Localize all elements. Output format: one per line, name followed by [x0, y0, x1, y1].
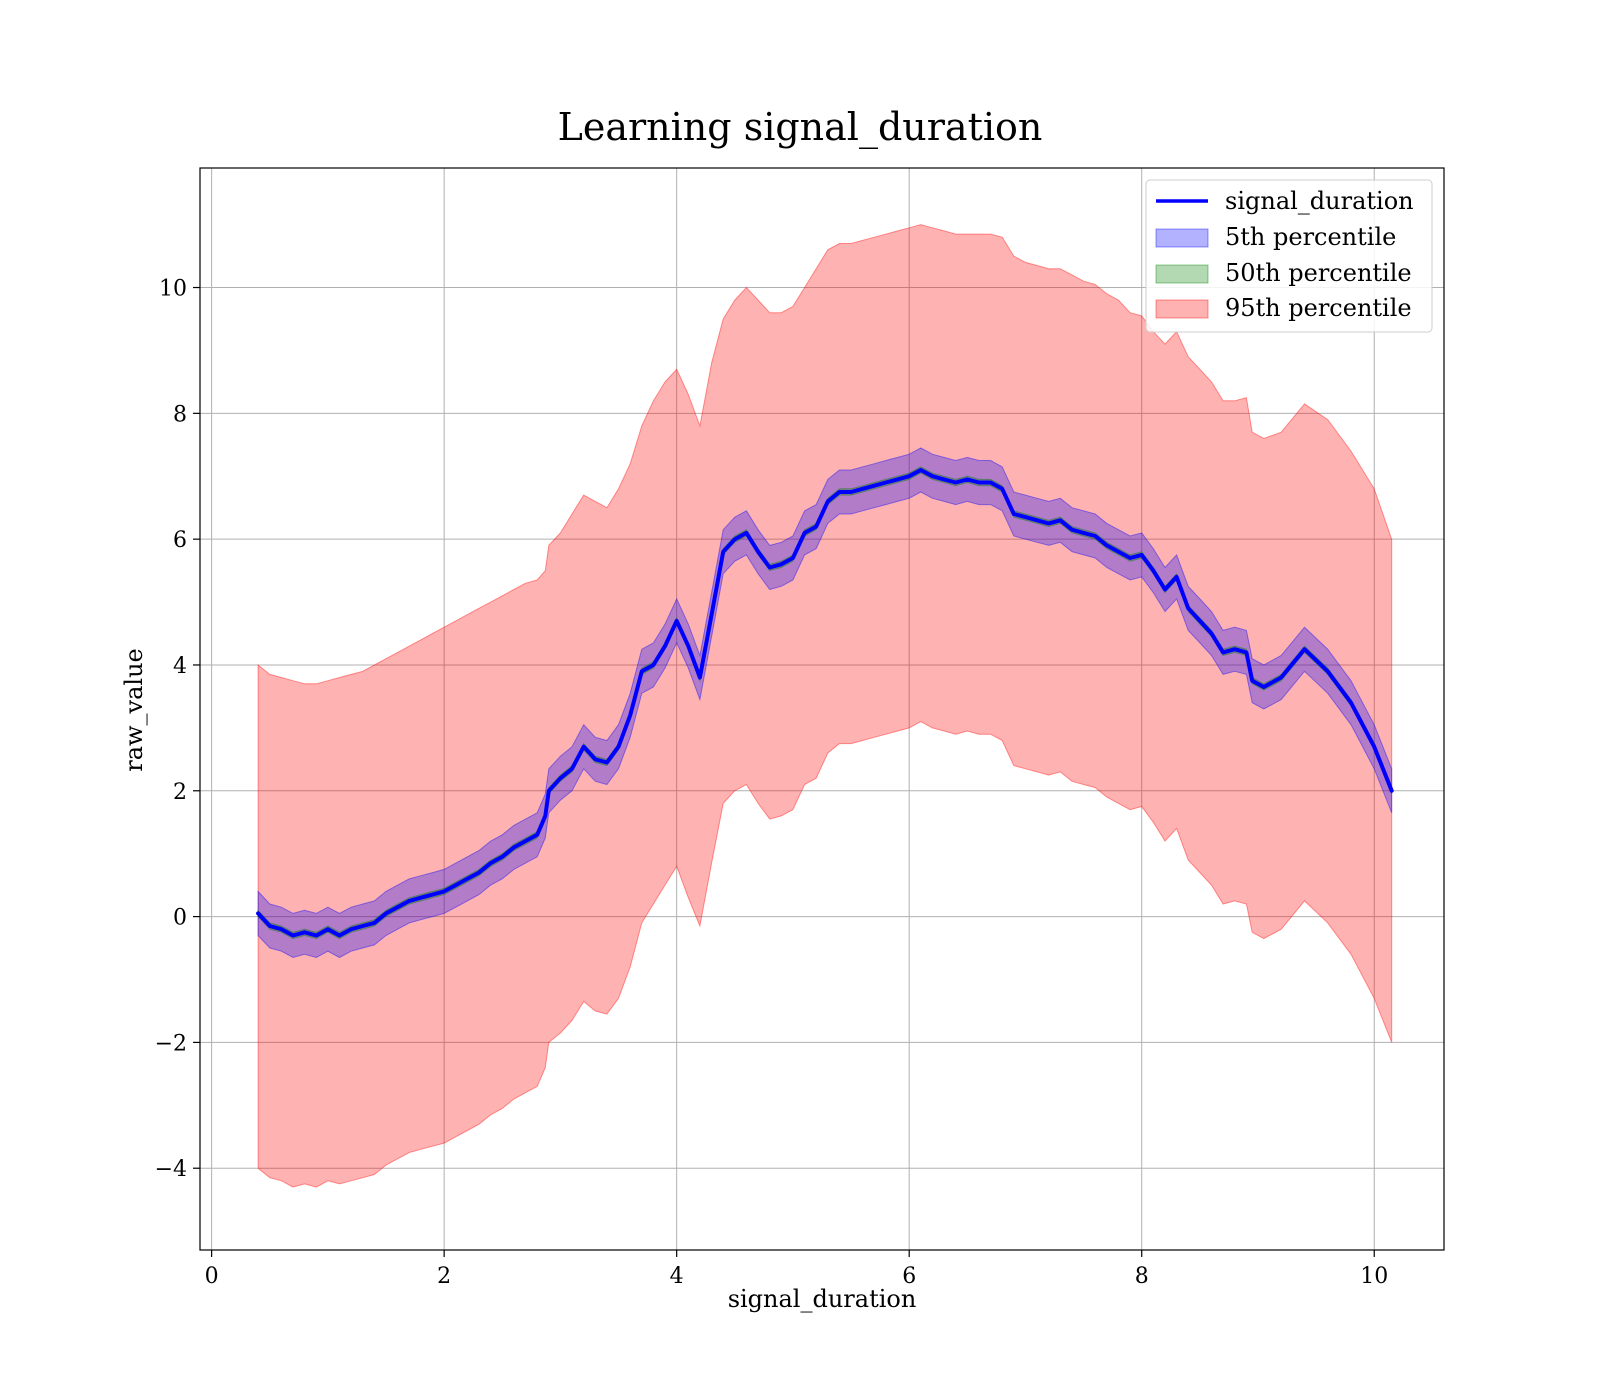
legend-swatch-95th-percentile [1155, 299, 1209, 319]
x-tick-label: 2 [437, 1264, 451, 1289]
legend-label-95th-percentile: 95th percentile [1225, 294, 1412, 322]
band-5th-percentile [257, 447, 1393, 959]
legend: signal_duration 5th percentile 50th perc… [1145, 179, 1433, 333]
x-tick-label: 4 [670, 1264, 684, 1289]
y-tick-label: 2 [173, 780, 187, 805]
legend-swatch-5th-percentile [1155, 228, 1209, 248]
y-tick-label: −2 [155, 1031, 187, 1056]
y-axis-label: raw_value [120, 648, 148, 772]
y-tick-label: 10 [159, 277, 187, 302]
legend-label-50th-percentile: 50th percentile [1225, 259, 1412, 287]
legend-label-signal-duration: signal_duration [1225, 187, 1414, 215]
x-axis-label: signal_duration [728, 1285, 917, 1313]
series-lines [256, 468, 1394, 938]
y-tick-label: −4 [155, 1157, 187, 1182]
legend-box [1145, 179, 1433, 333]
y-tick-label: 8 [173, 402, 187, 427]
chart-title: Learning signal_duration [558, 105, 1043, 150]
legend-label-5th-percentile: 5th percentile [1225, 223, 1396, 251]
x-tick-label: 8 [1135, 1264, 1149, 1289]
band-95th-percentile [257, 224, 1393, 1188]
y-axis-ticks: −4 −2 0 2 4 6 8 10 [155, 277, 200, 1182]
y-tick-label: 6 [173, 528, 187, 553]
x-tick-label: 0 [205, 1264, 219, 1289]
x-tick-label: 10 [1360, 1264, 1388, 1289]
x-tick-label: 6 [902, 1264, 916, 1289]
x-axis-ticks: 0 2 4 6 8 10 [205, 1250, 1388, 1289]
plot-frame [199, 167, 1445, 1251]
y-tick-label: 0 [173, 906, 187, 931]
y-tick-label: 4 [173, 654, 187, 679]
legend-swatch-50th-percentile [1155, 264, 1209, 284]
line-signal-duration [256, 468, 1394, 938]
